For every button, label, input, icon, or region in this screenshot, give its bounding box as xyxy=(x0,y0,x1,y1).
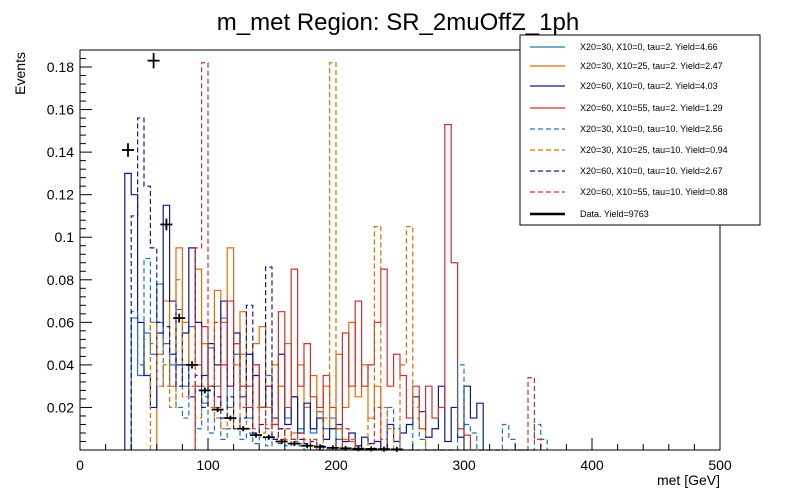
data-point-4 xyxy=(186,361,198,369)
data-point-13 xyxy=(301,443,314,449)
legend-box xyxy=(519,34,761,226)
data-point-9 xyxy=(250,432,262,438)
data-point-1 xyxy=(147,52,160,69)
x-tick-label-1: 100 xyxy=(196,457,220,473)
x-axis-label: met [GeV] xyxy=(657,472,720,488)
chart-title: m_met Region: SR_2muOffZ_1ph xyxy=(217,9,579,36)
data-point-5 xyxy=(198,387,211,394)
x-tick-label-0: 0 xyxy=(76,457,84,473)
data-point-8 xyxy=(237,426,250,432)
data-point-19 xyxy=(378,446,390,452)
y-tick-label-5: 0.12 xyxy=(47,187,74,203)
plot-frame xyxy=(79,49,721,451)
legend-label-6: X20=60, X10=0, tau=10. Yield=2.67 xyxy=(580,166,723,176)
axes-layer: 0 100 200 300 400 500 0.02 0.04 0.06 0.08 0.1 0.12 0… xyxy=(47,58,732,473)
y-tick-label-1: 0.04 xyxy=(47,357,74,373)
data-point-11 xyxy=(275,438,288,444)
data-point-20 xyxy=(390,446,403,452)
data-point-10 xyxy=(262,434,275,440)
legend-label-data: Data. Yield=9763 xyxy=(580,209,649,219)
legend-label-2: X20=60, X10=0, tau=2. Yield=4.03 xyxy=(580,81,718,91)
y-tick-label-7: 0.16 xyxy=(47,102,74,118)
data-point-0 xyxy=(122,143,134,157)
x-tick-label-5: 500 xyxy=(708,457,732,473)
legend-label-5: X20=30, X10=25, tau=10. Yield=0.94 xyxy=(580,145,728,155)
x-tick-label-3: 300 xyxy=(452,457,476,473)
data-point-7 xyxy=(224,415,237,421)
legend-label-4: X20=30, X10=0, tau=10. Yield=2.56 xyxy=(580,124,723,134)
legend-label-1: X20=30, X10=25, tau=2. Yield=2.47 xyxy=(580,61,723,71)
data-point-2 xyxy=(160,218,173,231)
data-point-14 xyxy=(314,444,326,450)
data-points-layer xyxy=(122,52,403,452)
y-tick-label-4: 0.1 xyxy=(55,229,75,245)
y-tick-label-0: 0.02 xyxy=(47,399,74,415)
x-tick-label-2: 200 xyxy=(324,457,348,473)
data-point-12 xyxy=(288,441,301,447)
y-tick-label-6: 0.14 xyxy=(47,144,74,160)
legend: X20=30, X10=0, tau=2. Yield=4.66 X20=30,… xyxy=(519,34,761,226)
y-tick-label-8: 0.18 xyxy=(47,59,74,75)
data-point-6 xyxy=(211,407,224,413)
data-point-3 xyxy=(173,313,186,323)
y-tick-label-2: 0.06 xyxy=(47,314,74,330)
legend-label-0: X20=30, X10=0, tau=2. Yield=4.66 xyxy=(580,42,718,52)
data-point-18 xyxy=(365,446,378,452)
x-tick-label-4: 400 xyxy=(580,457,604,473)
legend-label-7: X20=60, X10=55, tau=10. Yield=0.88 xyxy=(580,187,728,197)
legend-label-3: X20=60, X10=55, tau=2. Yield=1.29 xyxy=(580,103,723,113)
y-axis-label: Events xyxy=(12,52,28,95)
y-tick-label-3: 0.08 xyxy=(47,272,74,288)
